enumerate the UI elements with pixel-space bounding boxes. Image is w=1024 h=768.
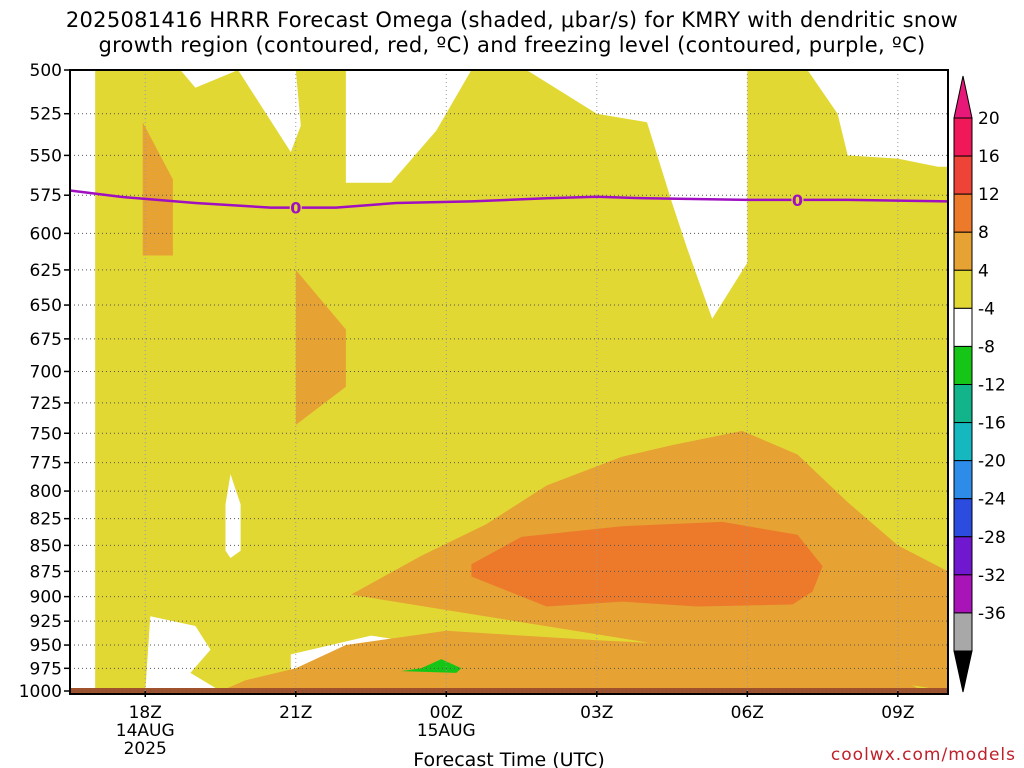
freezing-level-label-1: 0	[792, 191, 803, 210]
omega-region-9	[145, 616, 221, 691]
colorbar-segment-10	[953, 498, 973, 538]
omega-region-12	[295, 269, 346, 425]
colorbar-label-8: -16	[978, 414, 1006, 434]
x-tick-label-2: 00Z	[430, 703, 463, 723]
y-tick-label-950: 950	[30, 636, 62, 656]
colorbar: 20 16 12 8 4 -4 -8 -12 -16 -20 -24 -28 -32 -36	[953, 75, 1006, 693]
freezing-level-label-0: 0	[290, 199, 301, 218]
colorbar-label-9: -20	[978, 452, 1006, 472]
omega-shading-layer	[70, 70, 949, 691]
colorbar-segment-7	[953, 384, 973, 424]
colorbar-label-0: 20	[978, 109, 1000, 129]
x-tick-label-3: 03Z	[580, 703, 613, 723]
y-tick-label-825: 825	[30, 510, 62, 530]
omega-region-5	[526, 70, 748, 319]
colorbar-segment-8	[953, 422, 973, 462]
colorbar-label-3: 8	[978, 223, 989, 243]
chart-title-line-1: 2025081416 HRRR Forecast Omega (shaded, …	[65, 8, 959, 32]
x-tick-label-1: 21Z	[279, 703, 312, 723]
colorbar-segment-1	[953, 155, 973, 195]
y-tick-label-625: 625	[30, 261, 62, 281]
y-tick-label-900: 900	[30, 588, 62, 608]
y-tick-label-525: 525	[30, 105, 62, 125]
y-tick-label-550: 550	[30, 146, 62, 166]
colorbar-label-12: -32	[978, 566, 1006, 586]
y-tick-label-975: 975	[30, 659, 62, 679]
colorbar-label-6: -8	[978, 337, 995, 357]
colorbar-segment-4	[953, 269, 973, 309]
omega-region-14	[471, 521, 823, 607]
colorbar-bottom-arrow	[953, 650, 973, 693]
y-tick-label-875: 875	[30, 562, 62, 582]
chart-title-line-2: growth region (contoured, red, ºC) and f…	[98, 33, 926, 57]
chart-title: 2025081416 HRRR Forecast Omega (shaded, …	[0, 8, 1024, 58]
x-tick-label-5: 09Z	[881, 703, 914, 723]
colorbar-label-4: 4	[978, 261, 989, 281]
x-tick-date-2: 15AUG	[417, 721, 476, 741]
y-tick-label-600: 600	[30, 224, 62, 244]
freezing-level-label-bg-1	[791, 190, 804, 209]
omega-region-7	[225, 474, 241, 558]
x-tick-year-0: 2025	[124, 739, 167, 759]
colorbar-segment-13	[953, 612, 973, 652]
y-tick-label-775: 775	[30, 454, 62, 474]
y-tick-label-850: 850	[30, 536, 62, 556]
omega-region-4	[345, 70, 472, 183]
colorbar-label-2: 12	[978, 185, 1000, 205]
y-tick-label-1000: 1000	[19, 682, 62, 702]
y-tick-label-500: 500	[30, 61, 62, 81]
colorbar-segment-11	[953, 536, 973, 576]
freezing-level-label-bg-0	[289, 198, 302, 217]
y-tick-label-675: 675	[30, 330, 62, 350]
omega-region-6	[807, 70, 948, 167]
colorbar-segment-9	[953, 460, 973, 500]
x-tick-date-0: 14AUG	[116, 721, 175, 741]
colorbar-label-13: -36	[978, 604, 1006, 624]
omega-region-3	[238, 70, 301, 153]
colorbar-label-11: -28	[978, 528, 1006, 548]
x-tick-label-0: 18Z	[129, 703, 162, 723]
y-tick-label-575: 575	[30, 186, 62, 206]
plot-frame	[69, 69, 949, 695]
x-tick-label-4: 06Z	[731, 703, 764, 723]
colorbar-segment-3	[953, 231, 973, 271]
colorbar-label-1: 16	[978, 147, 1000, 167]
y-tick-label-750: 750	[30, 424, 62, 444]
y-tick-label-700: 700	[30, 362, 62, 382]
y-axis: 500 525 550 575 600 625 650 675 700 725 750 775 800 8…	[19, 61, 70, 702]
colorbar-label-5: -4	[978, 299, 995, 319]
y-tick-label-925: 925	[30, 612, 62, 632]
colorbar-segment-5	[953, 307, 973, 347]
y-tick-label-800: 800	[30, 482, 62, 502]
x-axis-label: Forecast Time (UTC)	[413, 749, 604, 768]
freezing-level-line	[69, 189, 949, 209]
colorbar-segment-2	[953, 193, 973, 233]
colorbar-label-7: -12	[978, 376, 1006, 396]
omega-region-1	[70, 70, 96, 691]
y-tick-label-725: 725	[30, 394, 62, 414]
colorbar-segment-6	[953, 345, 973, 385]
omega-region-8	[70, 596, 96, 691]
y-tick-label-650: 650	[30, 296, 62, 316]
omega-region-2	[180, 70, 239, 88]
colorbar-segment-12	[953, 574, 973, 614]
ground-strip	[70, 688, 948, 694]
colorbar-segment-0	[953, 117, 973, 157]
source-credit: coolwx.com/models	[830, 745, 1016, 765]
colorbar-label-10: -24	[978, 490, 1006, 510]
colorbar-top-arrow	[953, 75, 973, 119]
